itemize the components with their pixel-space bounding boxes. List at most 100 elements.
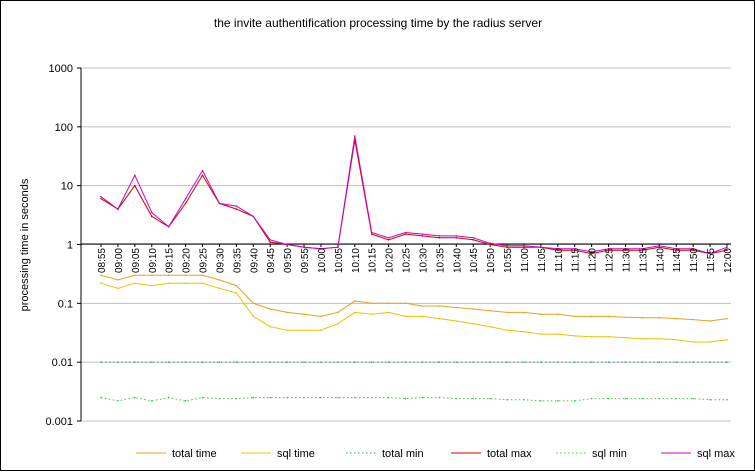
y-tick-label: 10 [61, 181, 73, 193]
data-point [590, 361, 593, 363]
data-point [387, 311, 390, 314]
data-point [506, 361, 508, 363]
data-point [269, 239, 271, 241]
series-line-total-max [100, 139, 728, 255]
data-point [286, 396, 288, 399]
data-point [506, 311, 508, 314]
data-point [370, 361, 373, 363]
data-point [455, 236, 458, 239]
x-tick-label: 11:45 [672, 248, 683, 273]
data-point [320, 329, 322, 331]
data-point [387, 302, 390, 305]
data-point [421, 233, 424, 235]
x-tick-label: 10:40 [452, 248, 463, 273]
data-point [303, 329, 305, 331]
data-point [573, 361, 576, 363]
data-point [489, 361, 491, 363]
data-point [624, 397, 627, 400]
data-point [438, 236, 441, 239]
data-point [607, 397, 610, 400]
data-point [421, 235, 424, 237]
data-point [540, 246, 542, 248]
data-point [709, 398, 711, 401]
data-point [540, 333, 542, 335]
data-point [286, 311, 288, 314]
data-point [692, 341, 694, 343]
data-point [150, 284, 153, 287]
data-point [303, 313, 305, 316]
data-point [100, 396, 102, 399]
y-tick-label: 100 [55, 122, 73, 134]
data-point [218, 361, 221, 363]
data-point [726, 398, 728, 401]
data-point [506, 398, 508, 401]
data-point [624, 316, 627, 319]
data-point [286, 243, 288, 246]
data-point [353, 311, 356, 314]
data-point [100, 282, 102, 284]
data-point [337, 246, 339, 248]
data-point [150, 215, 153, 218]
data-point [658, 316, 661, 319]
data-point [472, 239, 475, 241]
legend-label: sql min [592, 448, 627, 460]
data-point [150, 274, 153, 277]
data-point [235, 361, 238, 363]
legend-label: total min [382, 448, 424, 460]
data-point [201, 396, 204, 399]
data-point [573, 247, 576, 250]
data-point [455, 320, 458, 322]
data-point [438, 361, 441, 363]
legend-label: total max [487, 448, 532, 460]
x-tick-label: 11:25 [605, 248, 616, 273]
data-point [404, 315, 407, 318]
x-tick-label: 09:35 [232, 248, 243, 273]
data-point [218, 287, 221, 290]
data-point [235, 397, 238, 400]
data-point [421, 315, 424, 318]
x-tick-label: 11:50 [689, 248, 700, 273]
data-point [235, 284, 238, 287]
data-point [557, 249, 559, 252]
data-point [269, 241, 271, 243]
x-tick-label: 09:40 [249, 248, 260, 273]
data-point [523, 245, 525, 247]
data-point [100, 361, 102, 363]
data-point [658, 361, 661, 363]
data-point [235, 208, 238, 210]
y-tick-label: 0.1 [58, 298, 73, 310]
data-point [337, 311, 339, 314]
data-point [624, 361, 627, 363]
data-point [523, 398, 525, 401]
data-point [573, 315, 576, 318]
data-point [252, 361, 255, 363]
data-point [489, 397, 491, 400]
data-point [472, 322, 475, 325]
data-point [387, 236, 390, 239]
data-point [303, 361, 305, 363]
series-line-sql-time [100, 282, 728, 343]
data-point [201, 282, 204, 284]
x-tick-label: 08:55 [97, 248, 108, 273]
data-point [658, 246, 661, 248]
x-tick-label: 11:55 [706, 248, 717, 273]
data-point [404, 361, 407, 363]
data-point [252, 315, 255, 318]
legend: total time sql time total min total max sql … [136, 448, 735, 460]
data-point [692, 318, 694, 321]
x-tick-label: 10:50 [486, 248, 497, 273]
data-point [557, 313, 559, 316]
data-point [692, 397, 694, 400]
data-point [370, 396, 373, 399]
data-point [726, 361, 728, 363]
x-tick-label: 10:30 [418, 248, 429, 273]
data-point [100, 274, 102, 277]
x-tick-label: 10:45 [469, 248, 480, 273]
data-point [658, 245, 661, 247]
y-tick-layer: 1000 100 10 1 0.1 0.01 0.001 [45, 63, 73, 428]
data-point [523, 330, 525, 333]
data-point [421, 361, 424, 363]
data-point [590, 335, 593, 338]
legend-label: sql max [697, 448, 735, 460]
